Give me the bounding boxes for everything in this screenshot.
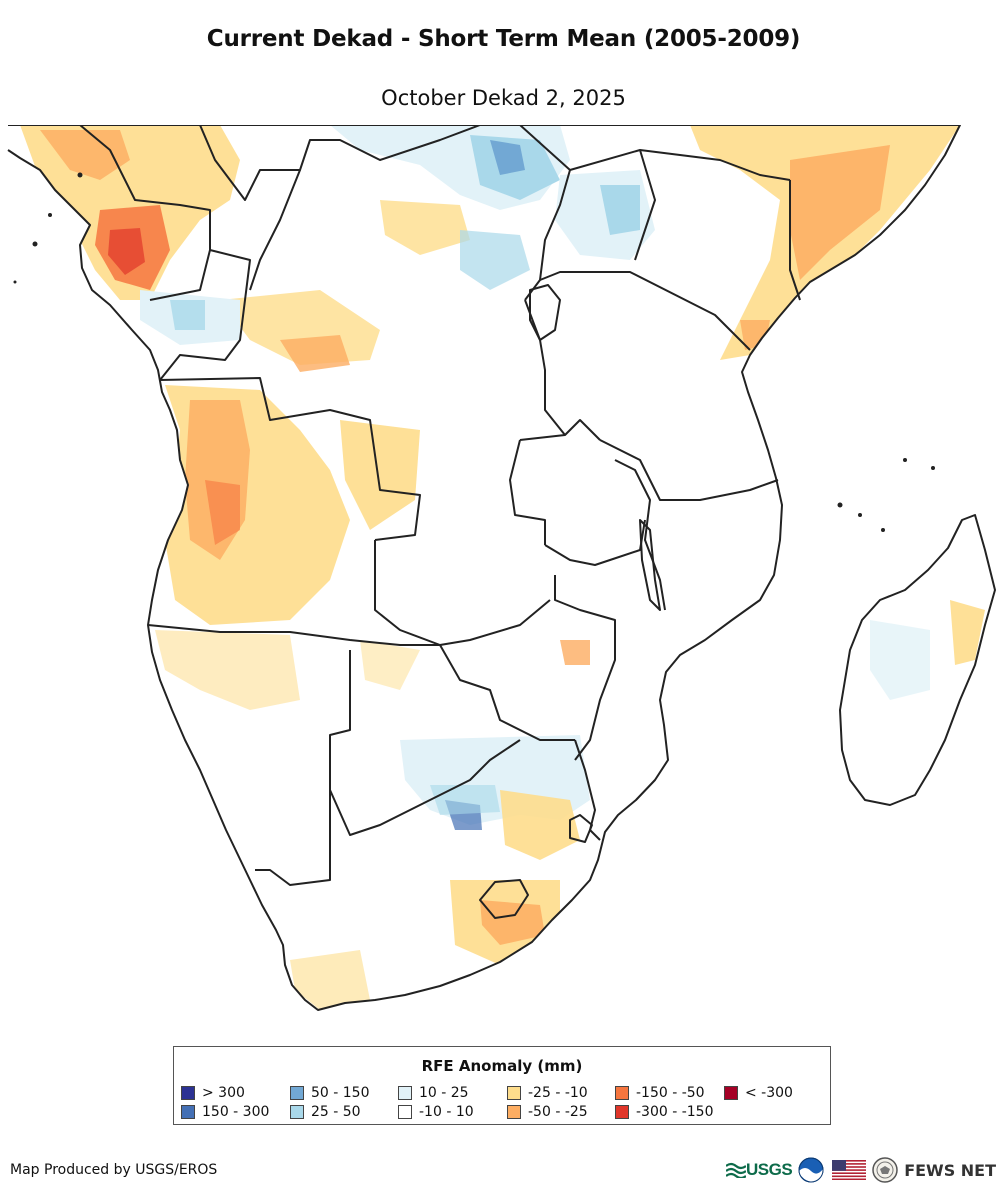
us-flag-icon (832, 1160, 867, 1180)
legend-swatch (615, 1105, 629, 1119)
legend-item-gt300: > 300 (181, 1085, 245, 1101)
legend-item-lt-neg300: < -300 (724, 1085, 793, 1101)
legend-item-neg150-neg50: -150 - -50 (615, 1085, 705, 1101)
rainfall-anomaly-map (7, 125, 996, 1011)
legend-item-neg50-neg25: -50 - -25 (507, 1104, 588, 1120)
map-credit: Map Produced by USGS/EROS (10, 1162, 218, 1178)
legend-item-neg300-neg150: -300 - -150 (615, 1104, 714, 1120)
legend-swatch (507, 1105, 521, 1119)
legend-item-50-150: 50 - 150 (290, 1085, 370, 1101)
map-title: Current Dekad - Short Term Mean (2005-20… (206, 26, 801, 52)
usgs-logo: USGS (746, 1160, 793, 1179)
noaa-logo-icon (798, 1157, 824, 1183)
fews-net-logo: FEWS NET (904, 1160, 997, 1180)
legend-swatch (398, 1105, 412, 1119)
legend-swatch (507, 1086, 521, 1100)
legend-swatch (724, 1086, 738, 1100)
legend-item-neg25-neg10: -25 - -10 (507, 1085, 588, 1101)
legend-swatch (398, 1086, 412, 1100)
legend-swatch (181, 1086, 195, 1100)
legend-item-150-300: 150 - 300 (181, 1104, 269, 1120)
legend-swatch (181, 1105, 195, 1119)
legend-item-neutral: -10 - 10 (398, 1104, 474, 1120)
usgs-wave-icon (726, 1162, 746, 1178)
legend-swatch (615, 1086, 629, 1100)
legend-item-25-50: 25 - 50 (290, 1104, 361, 1120)
legend-item-10-25: 10 - 25 (398, 1085, 469, 1101)
agency-logos: USGS FEWS NET (726, 1155, 996, 1185)
map-subtitle: October Dekad 2, 2025 (381, 86, 626, 110)
legend-title: RFE Anomaly (mm) (421, 1057, 583, 1075)
state-department-seal-icon (872, 1157, 898, 1183)
legend: RFE Anomaly (mm) > 300 150 - 300 50 - 15… (173, 1046, 831, 1125)
legend-swatch (290, 1105, 304, 1119)
legend-swatch (290, 1086, 304, 1100)
